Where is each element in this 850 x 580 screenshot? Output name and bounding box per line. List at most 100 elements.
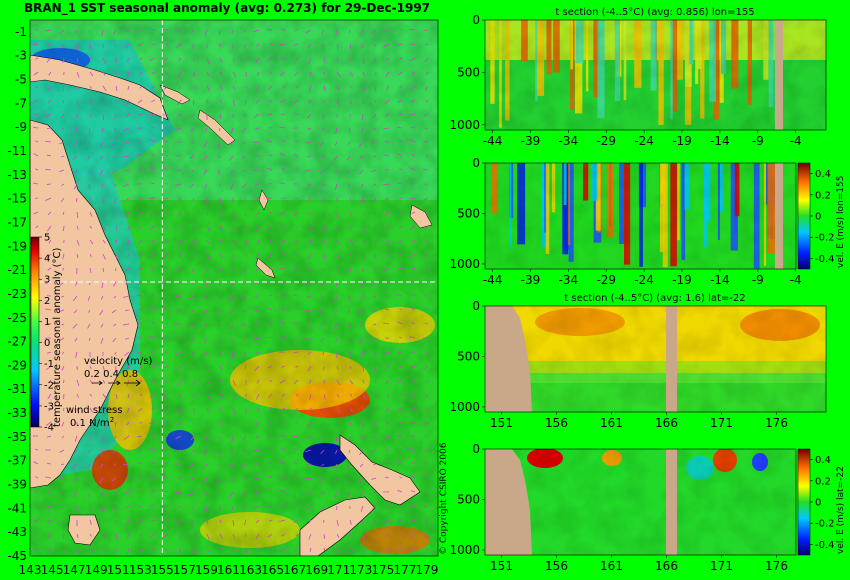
velocity-vector (115, 267, 117, 272)
velocity-vector (397, 321, 403, 325)
velocity-vector (321, 463, 325, 467)
velocity-vector (244, 365, 247, 370)
velocity-vector (322, 435, 325, 439)
velocity-vector (399, 533, 403, 536)
velocity-vector (149, 474, 156, 479)
velocity-vector (358, 477, 364, 483)
velocity-vector (74, 29, 78, 34)
velocity-vector (409, 447, 416, 451)
velocity-vector (305, 505, 312, 510)
velocity-vector (151, 379, 156, 383)
velocity-vector (165, 322, 169, 325)
velocity-vector (102, 533, 107, 540)
velocity-vector (399, 308, 403, 311)
velocity-vector (386, 253, 390, 258)
velocity-vector (360, 491, 364, 496)
velocity-vector (361, 113, 364, 121)
velocity-vector (123, 295, 130, 298)
velocity-vector (307, 421, 312, 428)
velocity-vector (125, 505, 130, 509)
x-tick-label: -9 (752, 134, 764, 148)
velocity-vector (294, 239, 299, 245)
velocity-vector (47, 43, 52, 47)
velocity-vector (411, 519, 416, 522)
velocity-vector (411, 294, 416, 297)
velocity-vector (206, 85, 211, 92)
velocity-vector (204, 491, 208, 496)
velocity-vector (349, 57, 352, 61)
velocity-vector (76, 407, 80, 414)
velocity-vector (241, 463, 247, 467)
velocity-vector (424, 225, 429, 231)
velocity-vector (244, 197, 247, 201)
velocity-vector (243, 169, 247, 172)
velocity-vector (241, 155, 247, 159)
velocity-vector (333, 463, 338, 470)
velocity-vector (241, 491, 247, 496)
map-y-tick-label: -21 (7, 263, 27, 277)
velocity-vector (192, 519, 195, 525)
x-tick-label: 156 (545, 416, 568, 430)
velocity-vector (386, 533, 390, 538)
velocity-vector (35, 57, 39, 60)
y-tick-label: 500 (457, 206, 480, 220)
velocity-vector (397, 379, 403, 384)
velocity-vector (100, 337, 104, 344)
map-y-tick-label: -35 (7, 430, 27, 444)
velocity-vector (409, 225, 416, 230)
velocity-vector (409, 57, 416, 62)
velocity-vector (101, 29, 104, 36)
velocity-vector (295, 365, 299, 368)
velocity-vector (139, 476, 143, 479)
velocity-vector (47, 267, 52, 271)
velocity-vector (219, 533, 223, 539)
velocity-vector (114, 435, 117, 439)
velocity-vector (219, 365, 223, 371)
velocity-vector (189, 295, 195, 300)
velocity-vector (88, 309, 91, 313)
velocity-vector (374, 43, 377, 47)
sst-map-panel: BRAN_1 SST seasonal anomaly (avg: 0.273)… (7, 1, 438, 577)
velocity-vector (177, 29, 182, 32)
velocity-vector (76, 379, 80, 386)
velocity-vector (243, 141, 247, 144)
velocity-vector (165, 154, 169, 157)
velocity-vector (232, 239, 237, 246)
map-y-tick-label: -19 (7, 239, 27, 253)
velocity-colorbar-tick-label: -0.2 (815, 233, 835, 244)
map-y-tick-label: -15 (7, 192, 27, 206)
velocity-vector (127, 225, 130, 230)
velocity-vector (61, 435, 65, 439)
y-tick-label: 0 (472, 299, 480, 313)
velocity-vector (190, 183, 195, 188)
velocity-vector (149, 335, 156, 339)
velocity-vector (411, 267, 416, 270)
velocity-vector (409, 113, 416, 116)
velocity-vector (308, 99, 312, 104)
velocity-vector (48, 379, 52, 384)
velocity-vector (46, 127, 52, 130)
velocity-vector (230, 337, 234, 342)
velocity-vector (125, 519, 130, 526)
velocity-vector (175, 351, 182, 356)
velocity-vector (267, 475, 273, 479)
velocity-vector (62, 225, 65, 232)
velocity-vector (102, 421, 105, 428)
velocity-vector (102, 85, 107, 92)
velocity-vector (125, 197, 130, 202)
velocity-vector (89, 57, 92, 61)
velocity-vector (269, 407, 273, 411)
velocity-vector (269, 71, 273, 75)
velocity-vector (33, 519, 39, 522)
x-tick-label: -39 (521, 134, 541, 148)
velocity-vector (349, 225, 353, 229)
velocity-vector (164, 393, 169, 398)
velocity-vector (386, 393, 390, 398)
velocity-vector (45, 308, 52, 311)
velocity-vector (383, 322, 390, 325)
velocity-vector (137, 99, 143, 104)
velocity-vector (232, 211, 235, 218)
velocity-vector (281, 393, 286, 397)
x-tick-label: 166 (655, 559, 678, 573)
velocity-vector (178, 393, 182, 398)
